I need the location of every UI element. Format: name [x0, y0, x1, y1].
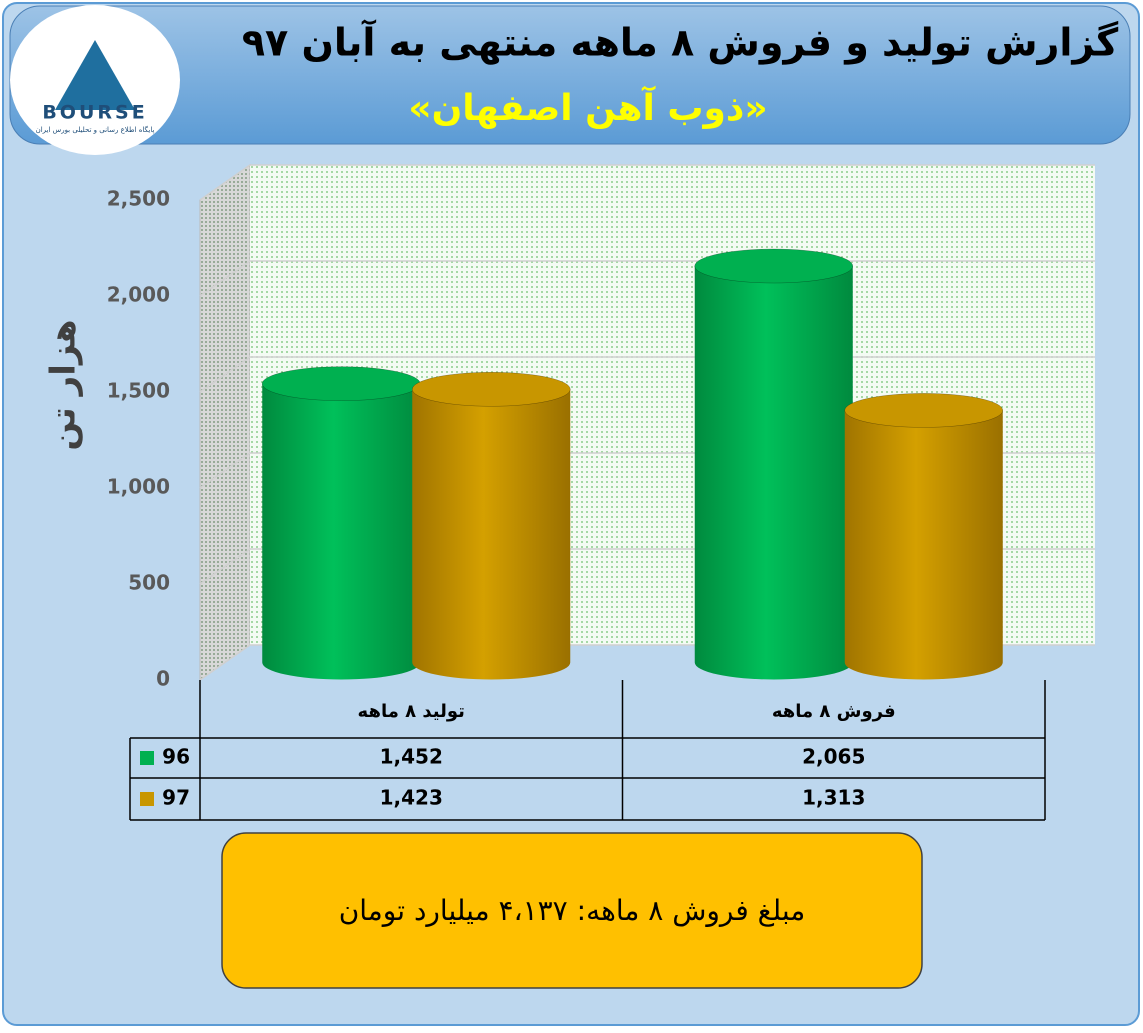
cylinder [412, 372, 571, 680]
cylinder-body [412, 389, 571, 680]
y-tick-label: 0 [156, 667, 170, 691]
grid-line [199, 548, 251, 585]
cylinder [844, 393, 1003, 680]
table-value: 1,452 [380, 745, 443, 769]
x-tick-label: تولید ۸ ماهه [358, 701, 465, 722]
side-wall [199, 164, 251, 681]
cylinder-top [694, 248, 853, 284]
grid-line [199, 452, 251, 489]
annotation: مبلغ فروش ۸ ماهه: ۴،۱۳۷ میلیارد تومان [339, 894, 806, 927]
header [9, 5, 1131, 145]
legend-swatch [140, 792, 154, 806]
chart-title: گزارش تولید و فروش ۸ ماهه منتهی به آبان … [242, 19, 1119, 66]
logo-tagline: پایگاه اطلاع رسانی و تحلیلی بورس ایران [36, 125, 155, 134]
y-axis-label: هزار تن [44, 319, 84, 450]
table-value: 1,423 [380, 786, 443, 810]
cylinder-top [412, 372, 571, 407]
grid-line [199, 644, 251, 681]
cylinder-body [844, 410, 1003, 680]
y-tick-label: 1,500 [107, 379, 170, 403]
y-tick-label: 1,000 [107, 475, 170, 499]
cylinder-body [694, 266, 853, 680]
grid-line [199, 260, 251, 297]
legend-swatch [140, 751, 154, 765]
logo-mark [55, 40, 135, 110]
cylinder-body [262, 383, 421, 680]
cylinder [262, 366, 421, 680]
grid-line [199, 164, 251, 201]
y-tick-label: 500 [128, 571, 170, 595]
legend-label: 96 [162, 745, 190, 769]
cylinder-top [262, 366, 421, 401]
y-tick-label: 2,500 [107, 187, 170, 211]
cylinder [694, 248, 853, 680]
annotation-box [221, 832, 923, 989]
y-tick-label: 2,000 [107, 283, 170, 307]
x-tick-label: فروش ۸ ماهه [772, 701, 896, 722]
legend-label: 97 [162, 786, 190, 810]
cylinder-top [844, 393, 1003, 428]
logo-name: BOURSE [42, 102, 147, 124]
table-value: 2,065 [802, 745, 865, 769]
table-value: 1,313 [802, 786, 865, 810]
grid-line [199, 356, 251, 393]
chart-subtitle: «ذوب آهن اصفهان» [408, 85, 767, 129]
